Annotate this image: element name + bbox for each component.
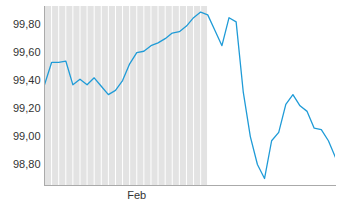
svg-text:99,00: 99,00: [13, 130, 41, 142]
svg-text:Feb: Feb: [127, 189, 146, 201]
svg-text:98,80: 98,80: [13, 158, 41, 170]
svg-text:99,20: 99,20: [13, 102, 41, 114]
svg-text:99,40: 99,40: [13, 74, 41, 86]
svg-text:99,60: 99,60: [13, 46, 41, 58]
svg-text:99,80: 99,80: [13, 18, 41, 30]
